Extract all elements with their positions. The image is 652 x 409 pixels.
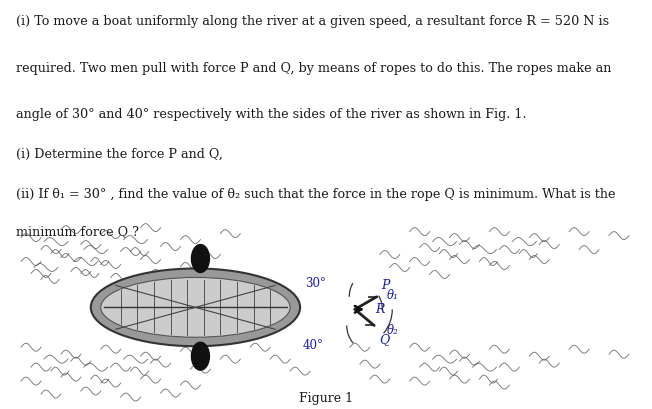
Text: 30°: 30° bbox=[305, 277, 326, 290]
Text: θ₂: θ₂ bbox=[387, 324, 398, 337]
Text: required. Two men pull with force P and Q, by means of ropes to do this. The rop: required. Two men pull with force P and … bbox=[16, 62, 612, 75]
Ellipse shape bbox=[192, 342, 209, 370]
Text: minimum force Q ?: minimum force Q ? bbox=[16, 225, 140, 238]
Ellipse shape bbox=[101, 277, 290, 337]
Text: (ii) If θ₁ = 30° , find the value of θ₂ such that the force in the rope Q is min: (ii) If θ₁ = 30° , find the value of θ₂ … bbox=[16, 188, 615, 201]
Ellipse shape bbox=[91, 268, 300, 346]
Text: θ₁: θ₁ bbox=[387, 290, 398, 302]
Text: Figure 1: Figure 1 bbox=[299, 392, 353, 405]
Text: (i) To move a boat uniformly along the river at a given speed, a resultant force: (i) To move a boat uniformly along the r… bbox=[16, 16, 610, 29]
Text: (i) Determine the force P and Q,: (i) Determine the force P and Q, bbox=[16, 148, 223, 161]
Text: Q: Q bbox=[379, 333, 389, 346]
Text: R: R bbox=[375, 303, 385, 316]
Text: angle of 30° and 40° respectively with the sides of the river as shown in Fig. 1: angle of 30° and 40° respectively with t… bbox=[16, 108, 527, 121]
Text: 40°: 40° bbox=[303, 339, 323, 353]
Ellipse shape bbox=[192, 245, 209, 272]
Text: P: P bbox=[381, 279, 390, 292]
